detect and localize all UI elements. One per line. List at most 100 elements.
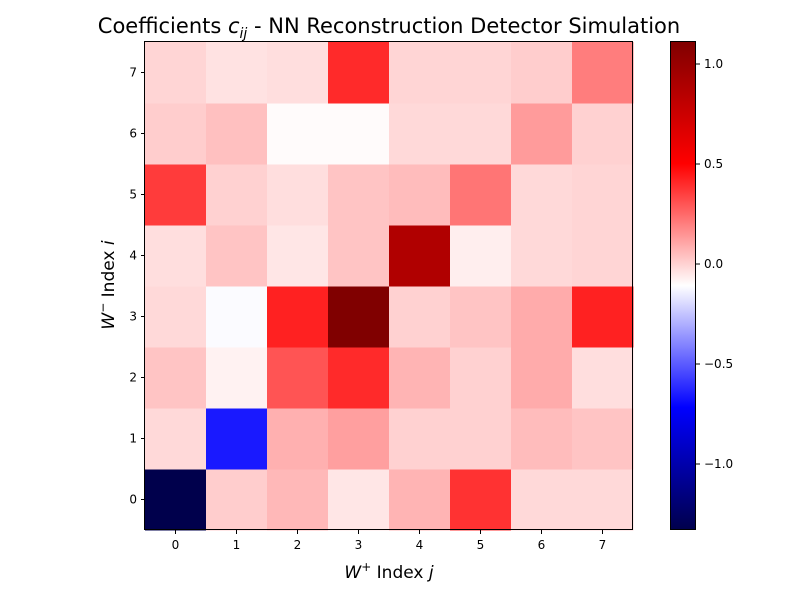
chart-title: Coefficients cij - NN Reconstruction Det… — [98, 14, 680, 42]
heatmap-cell — [450, 469, 512, 531]
heatmap-cell — [145, 286, 207, 348]
ylabel-symbol: W — [99, 312, 119, 330]
heatmap-cell — [206, 164, 268, 226]
heatmap-cell — [572, 408, 634, 470]
xlabel-superscript: + — [361, 560, 371, 574]
heatmap-cell — [511, 469, 573, 531]
heatmap-cell — [572, 42, 634, 104]
heatmap-cell — [572, 164, 634, 226]
heatmap-cell — [145, 164, 207, 226]
heatmap-cell — [267, 286, 329, 348]
heatmap-cell — [572, 103, 634, 165]
colorbar-tick-label: −1.0 — [704, 457, 733, 471]
ylabel-var: i — [99, 240, 119, 245]
plot-frame — [144, 41, 633, 530]
y-axis-label: W− Index i — [96, 240, 119, 329]
heatmap-cell — [145, 347, 207, 409]
heatmap-cell — [206, 286, 268, 348]
heatmap-cell — [267, 164, 329, 226]
heatmap-cell — [267, 103, 329, 165]
heatmap-cell — [145, 225, 207, 287]
heatmap-cell — [450, 347, 512, 409]
x-tick-label: 0 — [172, 538, 180, 552]
heatmap-cell — [267, 347, 329, 409]
heatmap-cell — [145, 103, 207, 165]
heatmap-cell — [328, 347, 390, 409]
heatmap-cell — [389, 164, 451, 226]
x-tick-label: 7 — [599, 538, 607, 552]
heatmap-cell — [328, 469, 390, 531]
heatmap-cell — [572, 225, 634, 287]
title-suffix: - NN Reconstruction Detector Simulation — [247, 14, 680, 38]
colorbar-tick-label: 1.0 — [704, 57, 723, 71]
x-axis-ticks: 0 1 2 3 4 5 6 7 — [172, 530, 607, 552]
heatmap-cell — [450, 408, 512, 470]
xlabel-text: Index — [371, 563, 429, 583]
heatmap-cell — [511, 164, 573, 226]
heatmap-cell — [206, 225, 268, 287]
heatmap-cell — [328, 225, 390, 287]
heatmap-cell — [389, 469, 451, 531]
heatmap-cell — [145, 42, 207, 104]
x-tick-label: 5 — [477, 538, 485, 552]
x-tick-label: 4 — [416, 538, 424, 552]
heatmap-cell — [389, 347, 451, 409]
title-prefix: Coefficients — [98, 14, 228, 38]
heatmap-cell — [511, 103, 573, 165]
heatmap-cell — [267, 42, 329, 104]
y-axis-ticks: 0 1 2 3 4 5 6 7 — [129, 66, 145, 507]
heatmap-cell — [145, 408, 207, 470]
heatmap-cell — [511, 347, 573, 409]
title-symbol: c — [228, 14, 240, 38]
heatmap-cell — [389, 408, 451, 470]
heatmap-cell — [389, 286, 451, 348]
heatmap-cell — [572, 347, 634, 409]
heatmap-cell — [389, 42, 451, 104]
y-tick-label: 7 — [129, 66, 137, 80]
heatmap-cell — [450, 103, 512, 165]
y-tick-label: 2 — [129, 371, 137, 385]
heatmap-cell — [267, 408, 329, 470]
heatmap-cell — [450, 286, 512, 348]
y-tick-label: 4 — [129, 249, 137, 263]
x-tick-label: 2 — [294, 538, 302, 552]
heatmap-cell — [328, 42, 390, 104]
y-tick-label: 6 — [129, 127, 137, 141]
heatmap-cell — [511, 42, 573, 104]
colorbar-tick-label: 0.5 — [704, 157, 723, 171]
heatmap-cell — [450, 164, 512, 226]
colorbar — [670, 41, 696, 530]
colorbar-tick-label: −0.5 — [704, 357, 733, 371]
heatmap-cells — [145, 42, 634, 531]
heatmap-cell — [267, 225, 329, 287]
heatmap-cell — [450, 42, 512, 104]
y-tick-label: 0 — [129, 493, 137, 507]
y-tick-label: 1 — [129, 432, 137, 446]
heatmap-cell — [389, 103, 451, 165]
x-tick-label: 6 — [538, 538, 546, 552]
heatmap-cell — [206, 469, 268, 531]
heatmap-cell — [450, 225, 512, 287]
heatmap-cell — [511, 286, 573, 348]
heatmap-cell — [206, 347, 268, 409]
y-tick-label: 3 — [129, 310, 137, 324]
heatmap-cell — [328, 103, 390, 165]
colorbar-ticks: 1.0 0.5 0.0 −0.5 −1.0 — [696, 57, 733, 471]
heatmap-cell — [206, 103, 268, 165]
heatmap-cell — [511, 225, 573, 287]
heatmap-cell — [328, 286, 390, 348]
x-axis-label: W+ Index j — [344, 560, 433, 583]
colorbar-tick-label: 0.0 — [704, 257, 723, 271]
heatmap-cell — [572, 469, 634, 531]
heatmap-cell — [145, 469, 207, 531]
xlabel-symbol: W — [344, 563, 362, 583]
heatmap-cell — [206, 42, 268, 104]
x-tick-label: 1 — [233, 538, 241, 552]
ylabel-text: Index — [99, 245, 119, 303]
heatmap-cell — [511, 408, 573, 470]
heatmap-cell — [206, 408, 268, 470]
heatmap-cell — [328, 164, 390, 226]
heatmap-cell — [328, 408, 390, 470]
x-tick-label: 3 — [355, 538, 363, 552]
